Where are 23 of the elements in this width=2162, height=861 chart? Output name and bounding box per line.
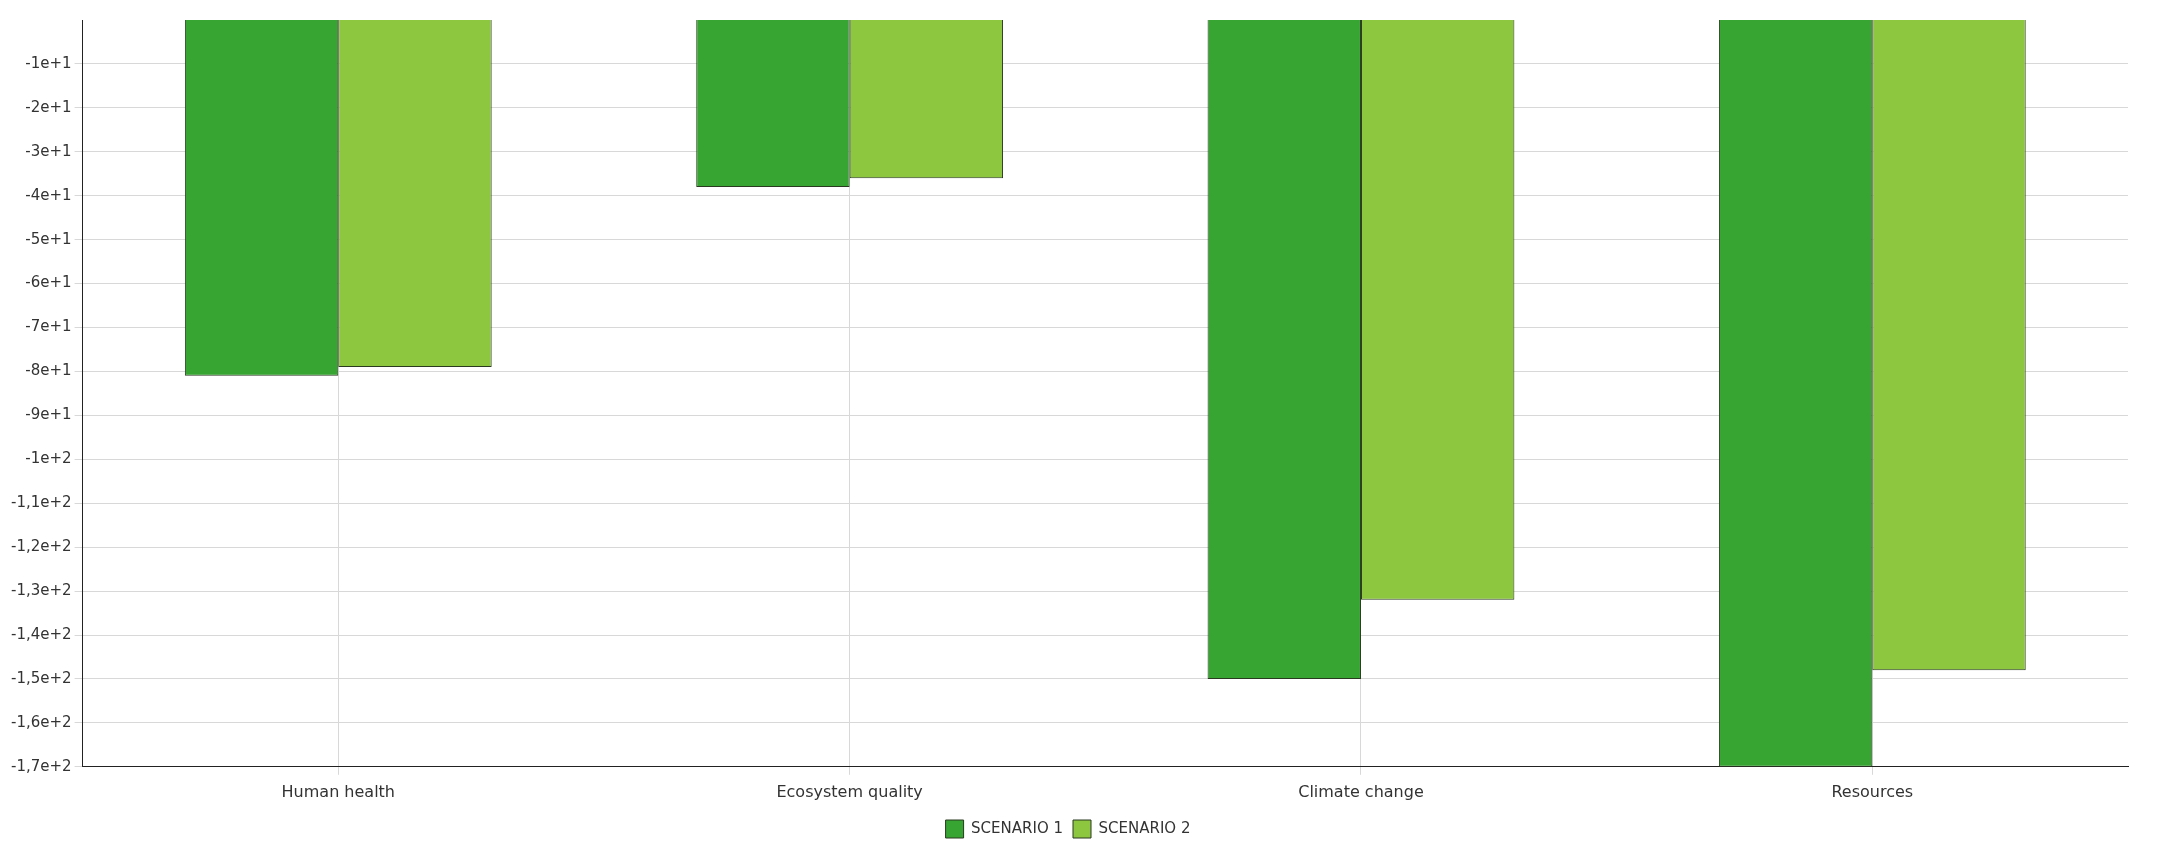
y-tick-label: -1e+1 (25, 53, 72, 72)
y-tick-label: -1,2e+2 (11, 537, 72, 556)
x-tick-label: Climate change (1298, 781, 1424, 801)
y-tick-label: -1,4e+2 (11, 624, 72, 643)
x-tick-label: Ecosystem quality (776, 781, 923, 801)
y-tick-label: -1,1e+2 (11, 493, 72, 512)
y-tick-label: -1,7e+2 (11, 756, 72, 775)
legend-label: SCENARIO 1 (971, 818, 1063, 837)
y-tick-label: -7e+1 (25, 317, 72, 336)
y-tick-label: -2e+1 (25, 97, 72, 116)
y-tick-label: -1e+2 (25, 449, 72, 468)
y-tick-label: -8e+1 (25, 361, 72, 380)
y-tick-label: -4e+1 (25, 185, 72, 204)
y-tick-label: -1,6e+2 (11, 712, 72, 731)
x-tick-label: Resources (1831, 781, 1914, 801)
y-tick-label: -1,5e+2 (11, 668, 72, 687)
y-tick-label: -3e+1 (25, 141, 72, 160)
y-tick-label: -5e+1 (25, 229, 72, 248)
legend-label: SCENARIO 2 (1098, 818, 1191, 837)
y-tick-label: -9e+1 (25, 405, 72, 424)
x-tick-label: Human health (281, 781, 395, 801)
y-tick-label: -6e+1 (25, 273, 72, 292)
y-tick-label: -1,3e+2 (11, 580, 72, 599)
